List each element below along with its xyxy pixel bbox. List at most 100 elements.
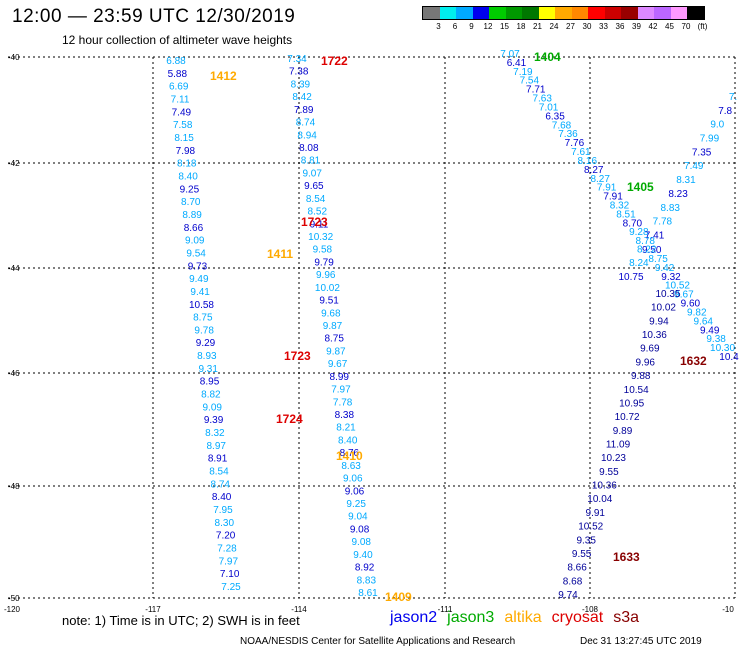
legend-label: 6 bbox=[452, 22, 458, 31]
x-tick-label: -10 bbox=[722, 605, 734, 614]
satellite-key-s3a: s3a bbox=[613, 609, 640, 626]
wave-height-value: 11.09 bbox=[606, 440, 631, 451]
legend-swatch bbox=[654, 7, 671, 19]
satellite-key-jason2: jason2 bbox=[390, 609, 438, 626]
wave-height-value: 7.58 bbox=[173, 120, 193, 131]
wave-height-value: 8.83 bbox=[357, 575, 377, 586]
wave-height-value: 6.35 bbox=[545, 111, 565, 122]
legend-swatch bbox=[456, 7, 473, 19]
wave-height-value: 7.78 bbox=[333, 397, 353, 408]
wave-height-value: 9.54 bbox=[186, 248, 206, 259]
wave-height-value: 9.94 bbox=[649, 316, 669, 327]
wave-height-value: 8.66 bbox=[184, 223, 204, 234]
wave-height-value: 8.21 bbox=[336, 423, 356, 434]
wave-height-value: 8.75 bbox=[193, 313, 213, 324]
legend-color-bar bbox=[422, 6, 705, 20]
legend-swatch bbox=[621, 7, 638, 19]
wave-height-value: 10.02 bbox=[315, 283, 340, 294]
wave-height-value: 9.65 bbox=[304, 181, 324, 192]
x-tick-label: -108 bbox=[582, 605, 599, 614]
legend-swatch bbox=[522, 7, 539, 19]
y-tick-label: -46 bbox=[8, 369, 20, 378]
wave-height-value: 7.07 bbox=[500, 49, 520, 60]
wave-height-value: 8.54 bbox=[209, 467, 229, 478]
wave-height-value: 8.40 bbox=[338, 435, 358, 446]
pass-number-label: 1633 bbox=[613, 550, 640, 564]
y-tick-label: -42 bbox=[8, 159, 20, 168]
legend-label: 30 bbox=[582, 22, 592, 31]
satellite-key: jason2 jason3 altika cryosat s3a bbox=[390, 609, 649, 627]
wave-height-value: 8.08 bbox=[299, 143, 319, 154]
legend-label: 9 bbox=[469, 22, 474, 31]
wave-height-value: 8.94 bbox=[297, 130, 317, 141]
wave-height-value: 10.52 bbox=[665, 281, 690, 292]
wave-height-value: 9.11 bbox=[310, 219, 329, 230]
wave-height-value: 9.07 bbox=[302, 168, 322, 179]
wave-height-value: 7.61 bbox=[571, 147, 591, 158]
legend-swatch bbox=[637, 7, 654, 19]
wave-height-value: 9.68 bbox=[321, 308, 341, 319]
wave-height-value: 10.4 bbox=[719, 352, 739, 363]
wave-height-value: 10.58 bbox=[189, 300, 214, 311]
map-subtitle: 12 hour collection of altimeter wave hei… bbox=[62, 33, 293, 47]
axis-ticks: -120 -117 -114 -111 -108 -10 -40 -42 -44 -46 -48 -5… bbox=[4, 53, 734, 614]
wave-height-value: 8.16 bbox=[578, 156, 598, 167]
satellite-key-altika: altika bbox=[504, 609, 542, 626]
wave-height-value: 7.10 bbox=[220, 569, 240, 580]
wave-height-value: 10.32 bbox=[308, 232, 333, 243]
wave-height-value: 8.92 bbox=[355, 563, 375, 574]
wave-height-value: 10.02 bbox=[651, 303, 676, 314]
x-tick-label: -111 bbox=[438, 605, 453, 614]
wave-height-value: 7.20 bbox=[216, 531, 236, 542]
pass-number-label: 1723 bbox=[301, 215, 328, 229]
y-tick-label: -40 bbox=[8, 53, 20, 62]
wave-height-value: 7.54 bbox=[520, 76, 540, 87]
legend-label: 70 bbox=[681, 22, 691, 31]
pass-number-label: 1409 bbox=[385, 590, 412, 604]
wave-height-value: 9.55 bbox=[572, 549, 592, 560]
credit-line: NOAA/NESDIS Center for Satellite Applica… bbox=[240, 636, 516, 647]
wave-height-value: 9.49 bbox=[700, 325, 720, 336]
wave-height-value: 9.67 bbox=[328, 359, 348, 370]
wave-height-value: 9.38 bbox=[706, 334, 726, 345]
wave-height-value: 8.89 bbox=[182, 210, 202, 221]
wave-height-value: 9.06 bbox=[343, 474, 363, 485]
wave-height-value: 7.91 bbox=[603, 192, 623, 203]
wave-height-value: 7.95 bbox=[213, 505, 233, 516]
pass-number-label: 1411 bbox=[267, 247, 293, 261]
legend-swatch bbox=[423, 7, 440, 19]
legend-swatch bbox=[588, 7, 605, 19]
legend-swatch bbox=[472, 7, 489, 19]
wave-height-value: 8.51 bbox=[616, 209, 636, 220]
pass-number-label: 1724 bbox=[276, 412, 303, 426]
wave-height-value: 10.75 bbox=[618, 272, 643, 283]
wave-height-value: 10.23 bbox=[601, 453, 626, 464]
legend-label: 15 bbox=[500, 22, 509, 31]
legend-swatch bbox=[538, 7, 555, 19]
wave-height-value: 8.74 bbox=[211, 479, 231, 490]
wave-height-value: 8.38 bbox=[335, 410, 355, 421]
wave-height-value: 8.95 bbox=[200, 377, 220, 388]
wave-height-value: 9.96 bbox=[636, 357, 656, 368]
wave-height-value: 8.22 bbox=[637, 244, 657, 255]
wave-height-value: 7.76 bbox=[565, 138, 585, 149]
wave-height-value: 9.29 bbox=[196, 338, 216, 349]
wave-height-value: 8.40 bbox=[212, 492, 232, 503]
pass-number-label: 1412 bbox=[210, 69, 237, 83]
wave-height-value: 7.71 bbox=[526, 85, 546, 96]
wave-height-value: 9.79 bbox=[314, 257, 334, 268]
wave-height-value: 8.15 bbox=[174, 133, 194, 144]
wave-height-value: 7.97 bbox=[219, 556, 239, 567]
legend-swatch bbox=[505, 7, 522, 19]
wave-height-value: 8.99 bbox=[330, 372, 350, 383]
wave-height-value: 9.89 bbox=[613, 426, 633, 437]
generation-timestamp: Dec 31 13:27:45 UTC 2019 bbox=[580, 636, 702, 647]
wave-height-value: 7.78 bbox=[653, 217, 673, 228]
wave-height-value: 9.67 bbox=[674, 290, 694, 301]
wave-height-value: 8.39 bbox=[291, 79, 311, 90]
wave-height-value: 10.36 bbox=[592, 481, 617, 492]
wave-height-value: 9.87 bbox=[323, 321, 343, 332]
wave-height-value: 9.25 bbox=[180, 184, 200, 195]
wave-height-value: 9.06 bbox=[345, 486, 365, 497]
